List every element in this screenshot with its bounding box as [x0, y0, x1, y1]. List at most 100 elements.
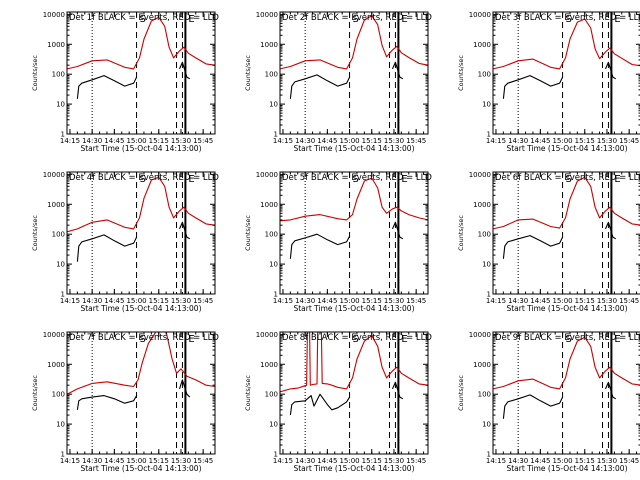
- y-tick-label: 1: [274, 131, 278, 139]
- y-axis-label: Counts/sec: [244, 375, 252, 411]
- y-tick-label: 1000: [260, 361, 278, 369]
- y-tick-label: 10: [56, 421, 65, 429]
- y-axis: 1 10 100 1000 10000: [256, 11, 428, 139]
- flag-s: S: [566, 174, 572, 185]
- event-rate-line-1: [502, 75, 564, 99]
- x-tick-label: 14:30: [82, 457, 102, 465]
- plot-frame: [279, 331, 429, 455]
- panel-title: Det 9f BLACK = Events, RED = LLD: [495, 333, 640, 343]
- y-axis-label: Counts/sec: [31, 215, 39, 251]
- x-tick-label: 15:15: [575, 457, 595, 465]
- y-tick-label: 100: [478, 71, 491, 79]
- flag-s: S: [353, 174, 359, 185]
- flag-e: E: [401, 14, 407, 25]
- lld-rate-line: [493, 336, 640, 390]
- plot-frame: [66, 171, 216, 295]
- y-tick-label: 1000: [473, 201, 491, 209]
- x-axis: 14:15 14:30 14:45 15:00 15:15 15:30 15:45: [273, 12, 426, 145]
- flag-s: S: [140, 174, 146, 185]
- plot-frame: [492, 331, 640, 455]
- x-tick-label: 15:00: [126, 137, 146, 145]
- event-rate-line-1: [502, 394, 564, 419]
- plot-frame: [66, 11, 216, 135]
- x-tick-label: 15:30: [384, 457, 404, 465]
- flag-s: S: [140, 334, 146, 345]
- x-tick-label: 15:45: [406, 137, 426, 145]
- x-axis-label: Start Time (15-Oct-04 14:13:00): [293, 144, 414, 153]
- lld-rate-line: [67, 16, 215, 70]
- y-tick-label: 10000: [43, 331, 65, 339]
- flag-e: E: [401, 174, 407, 185]
- event-rate-line-2: [391, 221, 404, 240]
- x-tick-label: 14:30: [82, 137, 102, 145]
- y-tick-label: 10: [482, 101, 491, 109]
- y-axis-label: Counts/sec: [31, 55, 39, 91]
- event-rate-line-1: [289, 233, 351, 259]
- x-tick-label: 14:30: [508, 137, 528, 145]
- x-axis: 14:15 14:30 14:45 15:00 15:15 15:30 15:45: [60, 12, 213, 145]
- event-rate-line-1: [289, 393, 351, 416]
- y-tick-label: 10: [56, 261, 65, 269]
- panel-title: Det 3f BLACK = Events, RED = LLD: [495, 13, 640, 23]
- lld-rate-line: [67, 176, 215, 233]
- x-axis-label: Start Time (15-Oct-04 14:13:00): [80, 464, 201, 473]
- x-tick-label: 15:30: [171, 457, 191, 465]
- x-axis: 14:15 14:30 14:45 15:00 15:15 15:30 15:45: [60, 332, 213, 465]
- x-tick-label: 15:00: [552, 297, 572, 305]
- x-tick-label: 14:45: [104, 457, 124, 465]
- event-rate-line-1: [76, 75, 138, 99]
- x-tick-label: 15:30: [597, 137, 617, 145]
- event-rate-line-2: [178, 221, 191, 240]
- x-axis: 14:15 14:30 14:45 15:00 15:15 15:30 15:45: [273, 332, 426, 465]
- x-tick-label: 15:15: [149, 457, 169, 465]
- event-rate-line-2: [604, 61, 617, 80]
- x-tick-label: 15:15: [575, 297, 595, 305]
- x-tick-label: 15:45: [406, 297, 426, 305]
- flag-e: E: [614, 174, 620, 185]
- flag-e: E: [614, 334, 620, 345]
- y-tick-label: 100: [52, 391, 65, 399]
- y-tick-label: 100: [265, 231, 278, 239]
- y-tick-label: 10000: [43, 11, 65, 19]
- y-tick-label: 10: [269, 421, 278, 429]
- x-tick-label: 14:45: [530, 137, 550, 145]
- x-tick-label: 15:30: [384, 137, 404, 145]
- data-series: [280, 177, 428, 259]
- x-axis: 14:15 14:30 14:45 15:00 15:15 15:30 15:45: [486, 172, 639, 305]
- y-tick-label: 100: [265, 391, 278, 399]
- x-tick-label: 15:00: [552, 137, 572, 145]
- event-rate-line-2: [178, 379, 191, 398]
- x-tick-label: 15:30: [171, 297, 191, 305]
- x-tick-label: 15:00: [339, 457, 359, 465]
- y-tick-label: 1: [487, 291, 491, 299]
- y-tick-label: 10000: [469, 331, 491, 339]
- flag-s: S: [353, 334, 359, 345]
- y-tick-label: 1000: [47, 41, 65, 49]
- x-axis-label: Start Time (15-Oct-04 14:13:00): [506, 144, 627, 153]
- flag-e: E: [188, 174, 194, 185]
- x-tick-label: 15:30: [171, 137, 191, 145]
- y-tick-label: 10000: [469, 171, 491, 179]
- x-tick-label: 14:15: [60, 297, 80, 305]
- event-rate-line-1: [289, 74, 351, 99]
- y-tick-label: 10: [56, 101, 65, 109]
- x-tick-label: 15:15: [362, 457, 382, 465]
- x-tick-label: 15:45: [193, 137, 213, 145]
- plot-frame: [66, 331, 216, 455]
- flag-e: E: [188, 334, 194, 345]
- panel-title: Det 1f BLACK = Events, RED = LLD: [69, 13, 219, 23]
- y-tick-label: 100: [478, 391, 491, 399]
- x-axis-label: Start Time (15-Oct-04 14:13:00): [80, 304, 201, 313]
- y-tick-label: 100: [478, 231, 491, 239]
- y-tick-label: 1000: [473, 41, 491, 49]
- x-tick-label: 15:00: [339, 137, 359, 145]
- x-tick-label: 15:30: [384, 297, 404, 305]
- y-axis: 1 10 100 1000 10000: [43, 331, 215, 459]
- panel-title: Det 5f BLACK = Events, RED = LLD: [282, 173, 432, 183]
- x-tick-label: 14:30: [82, 297, 102, 305]
